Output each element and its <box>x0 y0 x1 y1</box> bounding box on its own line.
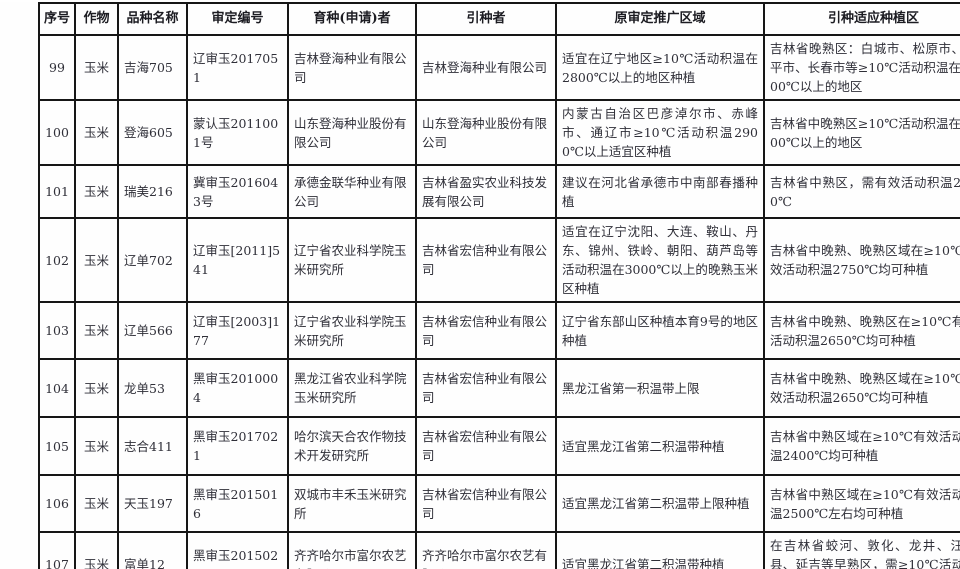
cell-orig: 适宜在辽宁沈阳、大连、鞍山、丹东、锦州、铁岭、朝阳、葫芦岛等活动积温在3000℃… <box>555 217 765 303</box>
column-header-approval: 审定编号 <box>186 2 289 36</box>
table-row: 105 玉米 志合411 黑审玉2017021 哈尔滨天合农作物技术开发研究所 吉林省宏信… <box>38 416 960 476</box>
cell-crop: 玉米 <box>74 358 119 418</box>
cell-orig: 黑龙江省第一积温带上限 <box>555 358 765 418</box>
table-row: 101 玉米 瑞美216 冀审玉2016043号 承德金联华种业有限公司 吉林省盈实农业科… <box>38 164 960 219</box>
cell-adapt: 吉林省中熟区域在≥10℃有效活动积温2500℃左右均可种植 <box>763 474 960 533</box>
cell-no: 101 <box>38 164 76 219</box>
cell-adapt: 吉林省中熟区，需有效活动积温2550℃ <box>763 164 960 219</box>
cell-introducer: 吉林省盈实农业科技发展有限公司 <box>415 164 557 219</box>
cell-approval: 冀审玉2016043号 <box>186 164 289 219</box>
cell-crop: 玉米 <box>74 474 119 533</box>
table-row: 104 玉米 龙单53 黑审玉2010004 黑龙江省农业科学院玉米研究所 吉林省宏信种业… <box>38 358 960 418</box>
cell-variety: 志合411 <box>117 416 188 476</box>
cell-approval: 辽审玉[2011]541 <box>186 217 289 303</box>
cell-orig: 适宜黑龙江省第二积温带种植 <box>555 531 765 569</box>
cell-approval: 黑审玉2010004 <box>186 358 289 418</box>
cell-breeder: 承德金联华种业有限公司 <box>287 164 417 219</box>
header-row: 序号 作物 品种名称 审定编号 育种(申请)者 引种者 原审定推广区域 引种适应种植区 <box>38 2 960 36</box>
cell-adapt: 在吉林省蛟河、敦化、龙井、汪清县、延吉等早熟区，需≥10℃活动积温2400℃左右… <box>763 531 960 569</box>
cell-breeder: 哈尔滨天合农作物技术开发研究所 <box>287 416 417 476</box>
cell-adapt: 吉林省中熟区域在≥10℃有效活动积温2400℃均可种植 <box>763 416 960 476</box>
cell-no: 100 <box>38 99 76 166</box>
cell-no: 105 <box>38 416 76 476</box>
table-header: 序号 作物 品种名称 审定编号 育种(申请)者 引种者 原审定推广区域 引种适应种植区 <box>38 2 960 36</box>
cell-orig: 建议在河北省承德市中南部春播种植 <box>555 164 765 219</box>
table-row: 103 玉米 辽单566 辽审玉[2003]177 辽宁省农业科学院玉米研究所 吉林省宏信… <box>38 301 960 360</box>
column-header-orig: 原审定推广区域 <box>555 2 765 36</box>
cell-introducer: 吉林省宏信种业有限公司 <box>415 358 557 418</box>
table-row: 99 玉米 吉海705 辽审玉2017051 吉林登海种业有限公司 吉林登海种业有限公司适… <box>38 34 960 101</box>
cell-approval: 黑审玉2015025 <box>186 531 289 569</box>
column-header-adapt: 引种适应种植区 <box>763 2 960 36</box>
cell-no: 104 <box>38 358 76 418</box>
cell-adapt: 吉林省中晚熟、晚熟区在≥10℃有效活动积温2650℃均可种植 <box>763 301 960 360</box>
cell-orig: 内蒙古自治区巴彦淖尔市、赤峰市、通辽市≥10℃活动积温2900℃以上适宜区种植 <box>555 99 765 166</box>
cell-adapt: 吉林省中晚熟、晚熟区域在≥10℃有效活动积温2650℃均可种植 <box>763 358 960 418</box>
cell-no: 99 <box>38 34 76 101</box>
cell-approval: 黑审玉2015016 <box>186 474 289 533</box>
cell-introducer: 吉林省宏信种业有限公司 <box>415 474 557 533</box>
cell-introducer: 吉林省宏信种业有限公司 <box>415 301 557 360</box>
cell-variety: 吉海705 <box>117 34 188 101</box>
cell-variety: 天玉197 <box>117 474 188 533</box>
cell-introducer: 吉林省宏信种业有限公司 <box>415 416 557 476</box>
cell-crop: 玉米 <box>74 99 119 166</box>
cell-no: 102 <box>38 217 76 303</box>
column-header-variety: 品种名称 <box>117 2 188 36</box>
cell-orig: 适宜在辽宁地区≥10℃活动积温在2800℃以上的地区种植 <box>555 34 765 101</box>
cell-variety: 富单12 <box>117 531 188 569</box>
cell-orig: 辽宁省东部山区种植本育9号的地区种植 <box>555 301 765 360</box>
cell-approval: 辽审玉[2003]177 <box>186 301 289 360</box>
cell-approval: 辽审玉2017051 <box>186 34 289 101</box>
cell-crop: 玉米 <box>74 217 119 303</box>
cell-approval: 蒙认玉2011001号 <box>186 99 289 166</box>
cell-orig: 适宜黑龙江省第二积温带上限种植 <box>555 474 765 533</box>
column-header-no: 序号 <box>38 2 76 36</box>
cell-breeder: 辽宁省农业科学院玉米研究所 <box>287 301 417 360</box>
table-row: 107玉米富单12黑审玉2015025齐齐哈尔市富尔农艺有限公司齐齐哈尔市富尔农… <box>38 531 960 569</box>
cell-adapt: 吉林省晚熟区：白城市、松原市、四平市、长春市等≥10℃活动积温在2800℃以上的… <box>763 34 960 101</box>
cell-adapt: 吉林省中晚熟区≥10℃活动积温在2600℃以上的地区 <box>763 99 960 166</box>
cell-no: 107 <box>38 531 76 569</box>
cell-breeder: 双城市丰禾玉米研究所 <box>287 474 417 533</box>
table-row: 106 玉米 天玉197 黑审玉2015016 双城市丰禾玉米研究所 吉林省宏信种业有限公… <box>38 474 960 533</box>
cell-crop: 玉米 <box>74 164 119 219</box>
cell-variety: 登海605 <box>117 99 188 166</box>
cell-orig: 适宜黑龙江省第二积温带种植 <box>555 416 765 476</box>
variety-introduction-table: 序号 作物 品种名称 审定编号 育种(申请)者 引种者 原审定推广区域 引种适应种植区 99 玉… <box>38 2 960 569</box>
column-header-crop: 作物 <box>74 2 119 36</box>
cell-variety: 瑞美216 <box>117 164 188 219</box>
cell-breeder: 齐齐哈尔市富尔农艺有限公司 <box>287 531 417 569</box>
cell-variety: 龙单53 <box>117 358 188 418</box>
column-header-breeder: 育种(申请)者 <box>287 2 417 36</box>
table-row: 102 玉米 辽单702 辽审玉[2011]541 辽宁省农业科学院玉米研究所 吉林省宏信… <box>38 217 960 303</box>
cell-adapt: 吉林省中晚熟、晚熟区域在≥10℃有效活动积温2750℃均可种植 <box>763 217 960 303</box>
cell-crop: 玉米 <box>74 531 119 569</box>
cell-crop: 玉米 <box>74 301 119 360</box>
cell-crop: 玉米 <box>74 416 119 476</box>
cell-breeder: 黑龙江省农业科学院玉米研究所 <box>287 358 417 418</box>
cell-approval: 黑审玉2017021 <box>186 416 289 476</box>
cell-introducer: 山东登海种业股份有限公司 <box>415 99 557 166</box>
cell-breeder: 辽宁省农业科学院玉米研究所 <box>287 217 417 303</box>
cell-introducer: 吉林登海种业有限公司 <box>415 34 557 101</box>
cell-variety: 辽单702 <box>117 217 188 303</box>
cell-no: 106 <box>38 474 76 533</box>
cell-breeder: 山东登海种业股份有限公司 <box>287 99 417 166</box>
table-row: 100 玉米 登海605 蒙认玉2011001号 山东登海种业股份有限公司 山东登海种业股… <box>38 99 960 166</box>
cell-introducer: 吉林省宏信种业有限公司 <box>415 217 557 303</box>
column-header-introducer: 引种者 <box>415 2 557 36</box>
table-body: 99 玉米 吉海705 辽审玉2017051 吉林登海种业有限公司 吉林登海种业有限公司适… <box>38 34 960 569</box>
cell-introducer: 齐齐哈尔市富尔农艺有限公司 <box>415 531 557 569</box>
cell-variety: 辽单566 <box>117 301 188 360</box>
cell-no: 103 <box>38 301 76 360</box>
cell-breeder: 吉林登海种业有限公司 <box>287 34 417 101</box>
cell-crop: 玉米 <box>74 34 119 101</box>
